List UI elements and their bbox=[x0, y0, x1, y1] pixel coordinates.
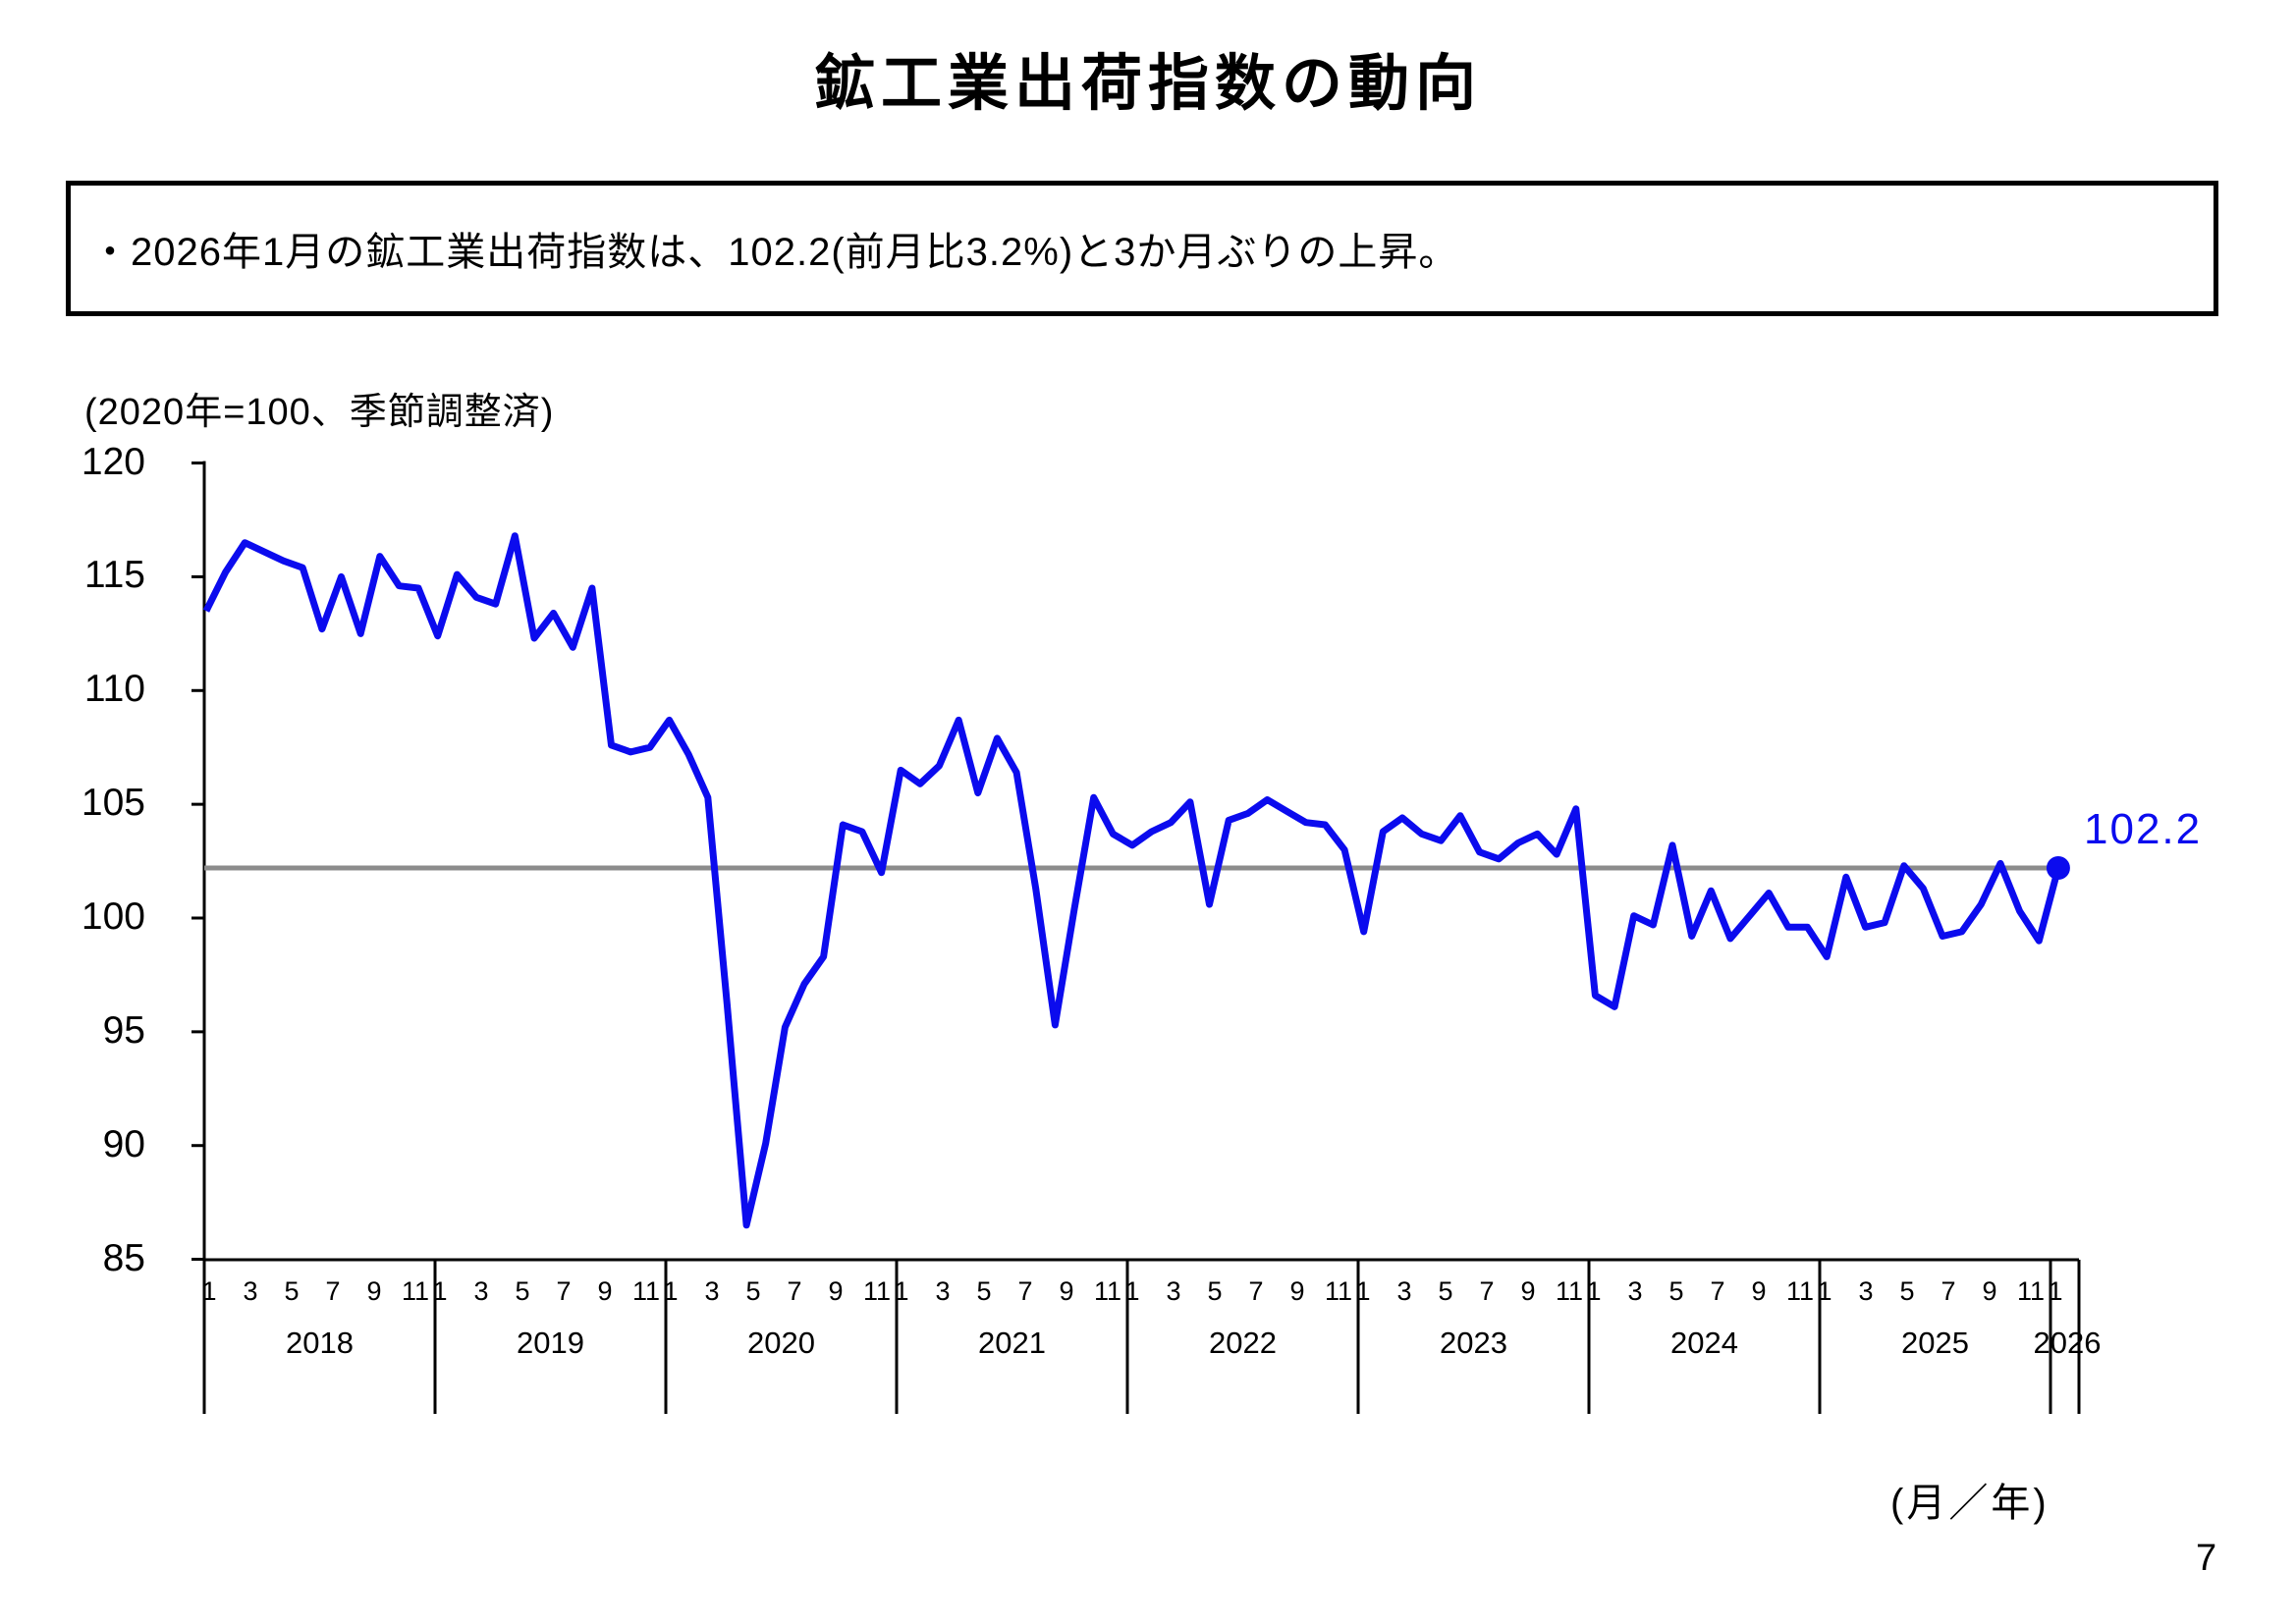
page-title: 鉱工業出荷指数の動向 bbox=[813, 50, 1482, 118]
month-tick-label: 7 bbox=[1710, 1276, 1725, 1306]
month-tick-label: 1 bbox=[1586, 1276, 1602, 1306]
year-label: 2024 bbox=[1670, 1326, 1738, 1360]
month-tick-label: 9 bbox=[828, 1276, 844, 1306]
month-tick-label: 11 bbox=[631, 1276, 661, 1306]
month-tick-label: 3 bbox=[704, 1276, 720, 1306]
month-tick-label: 1 bbox=[201, 1276, 217, 1306]
year-label: 2025 bbox=[1901, 1326, 1969, 1360]
month-tick-label: 3 bbox=[473, 1276, 489, 1306]
last-point-dot bbox=[2046, 856, 2070, 881]
month-tick-label: 1 bbox=[432, 1276, 448, 1306]
last-value-annotation: 102.2 bbox=[2084, 805, 2203, 853]
month-tick-label: 5 bbox=[284, 1276, 300, 1306]
month-tick-label: 11 bbox=[862, 1276, 892, 1306]
x-axis-unit-label: (月／年) bbox=[1890, 1482, 2050, 1525]
month-tick-label: 3 bbox=[1166, 1276, 1181, 1306]
month-tick-label: 3 bbox=[1627, 1276, 1643, 1306]
y-tick-label: 105 bbox=[81, 782, 145, 825]
month-tick-label: 3 bbox=[243, 1276, 258, 1306]
month-tick-label: 3 bbox=[935, 1276, 951, 1306]
year-label: 2020 bbox=[747, 1326, 815, 1360]
month-tick-label: 7 bbox=[1479, 1276, 1495, 1306]
month-tick-label: 7 bbox=[1941, 1276, 1956, 1306]
page-number: 7 bbox=[2196, 1538, 2217, 1579]
month-tick-label: 3 bbox=[1396, 1276, 1412, 1306]
index-line bbox=[202, 532, 2062, 1229]
month-tick-label: 5 bbox=[1668, 1276, 1684, 1306]
year-label: 2019 bbox=[517, 1326, 584, 1360]
year-label: 2026 bbox=[2033, 1326, 2102, 1360]
year-label: 2023 bbox=[1440, 1326, 1507, 1360]
year-label: 2018 bbox=[286, 1326, 354, 1360]
y-tick-label: 120 bbox=[81, 440, 145, 483]
month-tick-label: 11 bbox=[1555, 1276, 1584, 1306]
month-tick-label: 1 bbox=[2048, 1276, 2063, 1306]
y-axis-unit-label: (2020年=100、季節調整済) bbox=[84, 392, 555, 433]
y-tick-label: 110 bbox=[83, 668, 145, 711]
month-tick-label: 7 bbox=[1248, 1276, 1264, 1306]
month-tick-label: 7 bbox=[787, 1276, 802, 1306]
month-tick-label: 7 bbox=[325, 1276, 341, 1306]
y-tick-label: 95 bbox=[102, 1008, 145, 1052]
month-tick-label: 1 bbox=[894, 1276, 909, 1306]
month-tick-label: 9 bbox=[1520, 1276, 1536, 1306]
month-tick-label: 5 bbox=[1438, 1276, 1453, 1306]
y-tick-label: 90 bbox=[102, 1122, 145, 1165]
month-tick-label: 11 bbox=[1093, 1276, 1122, 1306]
year-label: 2022 bbox=[1209, 1326, 1277, 1360]
month-tick-label: 11 bbox=[1785, 1276, 1815, 1306]
y-tick-label: 100 bbox=[81, 895, 145, 938]
month-tick-label: 9 bbox=[597, 1276, 613, 1306]
month-tick-label: 9 bbox=[366, 1276, 382, 1306]
month-tick-label: 11 bbox=[1324, 1276, 1353, 1306]
month-tick-label: 5 bbox=[515, 1276, 530, 1306]
month-tick-label: 5 bbox=[976, 1276, 992, 1306]
month-tick-label: 5 bbox=[1899, 1276, 1915, 1306]
month-tick-label: 9 bbox=[1289, 1276, 1305, 1306]
month-tick-label: 1 bbox=[1817, 1276, 1832, 1306]
month-tick-label: 1 bbox=[663, 1276, 679, 1306]
y-tick-label: 115 bbox=[83, 554, 145, 597]
month-tick-label: 3 bbox=[1858, 1276, 1874, 1306]
y-tick-label: 85 bbox=[102, 1236, 145, 1279]
month-tick-label: 5 bbox=[745, 1276, 761, 1306]
month-tick-label: 5 bbox=[1207, 1276, 1223, 1306]
month-tick-label: 1 bbox=[1355, 1276, 1371, 1306]
summary-box: ・2026年1月の鉱工業出荷指数は、102.2(前月比3.2%)と3か月ぶりの上… bbox=[66, 181, 2218, 316]
summary-text: ・2026年1月の鉱工業出荷指数は、102.2(前月比3.2%)と3か月ぶりの上… bbox=[90, 231, 1459, 274]
month-tick-label: 7 bbox=[556, 1276, 572, 1306]
month-tick-label: 9 bbox=[1059, 1276, 1074, 1306]
month-tick-label: 11 bbox=[2016, 1276, 2046, 1306]
month-tick-label: 9 bbox=[1982, 1276, 1997, 1306]
month-tick-label: 9 bbox=[1751, 1276, 1767, 1306]
month-tick-label: 7 bbox=[1017, 1276, 1033, 1306]
month-tick-label: 11 bbox=[401, 1276, 430, 1306]
month-tick-label: 1 bbox=[1124, 1276, 1140, 1306]
year-label: 2021 bbox=[978, 1326, 1046, 1360]
